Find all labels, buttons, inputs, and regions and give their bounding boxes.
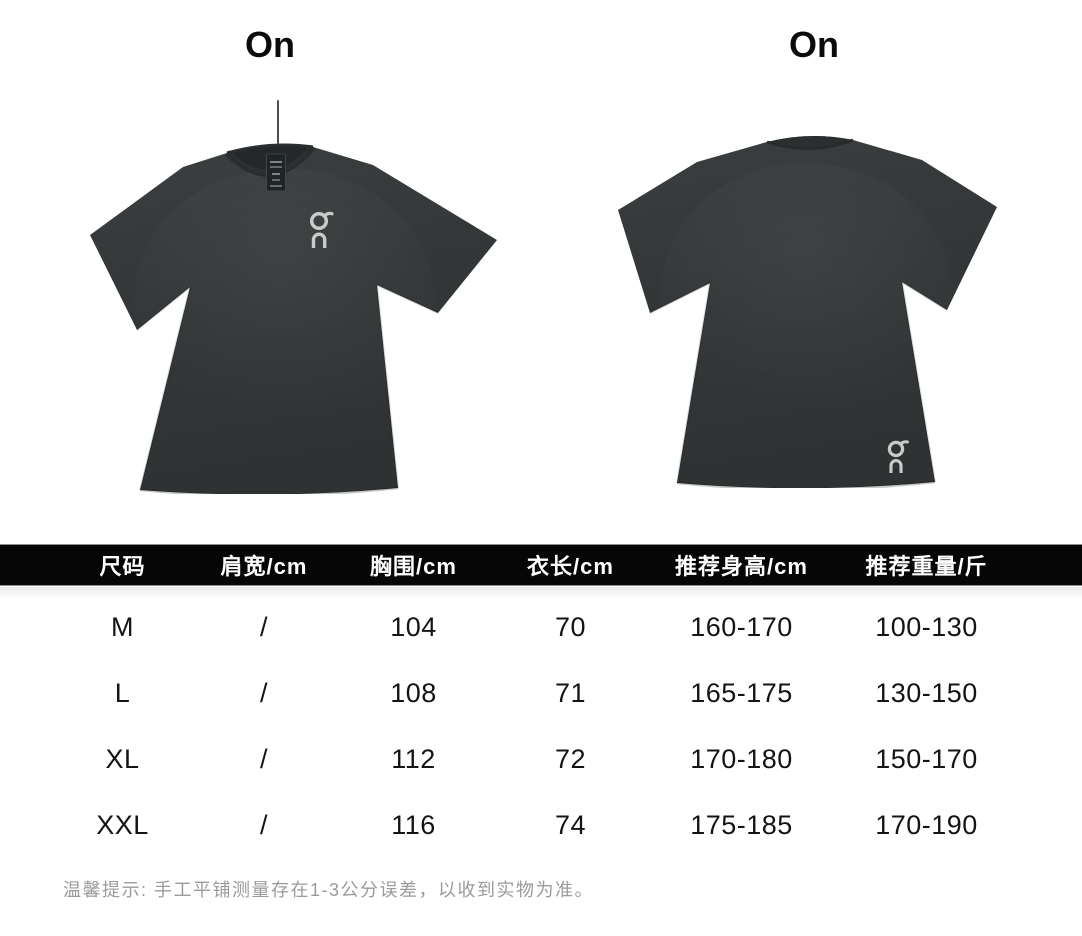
size-table-cell: 70	[554, 611, 587, 642]
size-table-cell: 130-150	[875, 677, 978, 708]
size-table-header-cell: 胸围/cm	[370, 554, 457, 579]
size-table-cell: 112	[391, 743, 436, 774]
size-table-row: XXL / 116 74 175-185 170-190	[0, 792, 1082, 858]
size-table-row: L / 108 71 165-175 130-150	[0, 660, 1082, 726]
size-table-cell: 108	[390, 677, 437, 708]
size-table-header-cell: 肩宽/cm	[220, 554, 308, 579]
size-table-cell: 100-130	[875, 611, 978, 642]
size-table-header: 尺码 肩宽/cm 胸围/cm 衣长/cm 推荐身高/cm 推荐重量/斤	[0, 544, 1082, 586]
size-table-cell: 71	[554, 677, 587, 708]
size-table-cell: M	[111, 611, 134, 642]
brand-title-front: On	[245, 24, 295, 65]
size-table-cell: /	[259, 809, 268, 840]
size-table-body: M / 104 70 160-170 100-130 L / 108 71 165-175 130-1…	[0, 594, 1082, 858]
size-table-cell: /	[259, 611, 268, 642]
size-table-header-cell: 衣长/cm	[527, 554, 614, 579]
header-reflection	[0, 587, 1082, 598]
size-table-cell: 150-170	[875, 743, 978, 774]
tshirt-back-photo	[618, 135, 997, 488]
size-table-cell: 165-175	[690, 677, 793, 708]
size-table-cell: 175-185	[690, 809, 793, 840]
size-table-cell: 116	[391, 809, 436, 840]
size-table-cell: /	[259, 677, 268, 708]
size-table-cell: 104	[390, 611, 437, 642]
measurement-note: 温馨提示: 手工平铺测量存在1-3公分误差，以收到实物为准。	[63, 880, 595, 900]
size-table-header-cell: 推荐身高/cm	[675, 554, 808, 579]
size-table-cell: XL	[105, 743, 140, 774]
neck-size-label	[266, 153, 286, 192]
size-table-cell: 170-180	[690, 743, 793, 774]
on-logo-icon-back	[887, 440, 909, 473]
size-table-cell: 160-170	[690, 611, 793, 642]
tshirt-front-photo	[90, 143, 497, 494]
size-table-cell: /	[259, 743, 268, 774]
size-table-cell: 72	[554, 743, 587, 774]
size-table-cell: 170-190	[875, 809, 978, 840]
size-table-row: M / 104 70 160-170 100-130	[0, 594, 1082, 660]
brand-title-back: On	[789, 24, 839, 65]
size-table-header-cell: 尺码	[99, 554, 146, 579]
hang-tag-string	[277, 100, 279, 144]
size-table-cell: XXL	[96, 809, 149, 840]
size-table-row: XL / 112 72 170-180 150-170	[0, 726, 1082, 792]
size-table-cell: 74	[554, 809, 587, 840]
size-table-cell: L	[114, 677, 131, 708]
size-table-header-cell: 推荐重量/斤	[865, 554, 988, 579]
on-logo-icon-front	[309, 211, 334, 248]
